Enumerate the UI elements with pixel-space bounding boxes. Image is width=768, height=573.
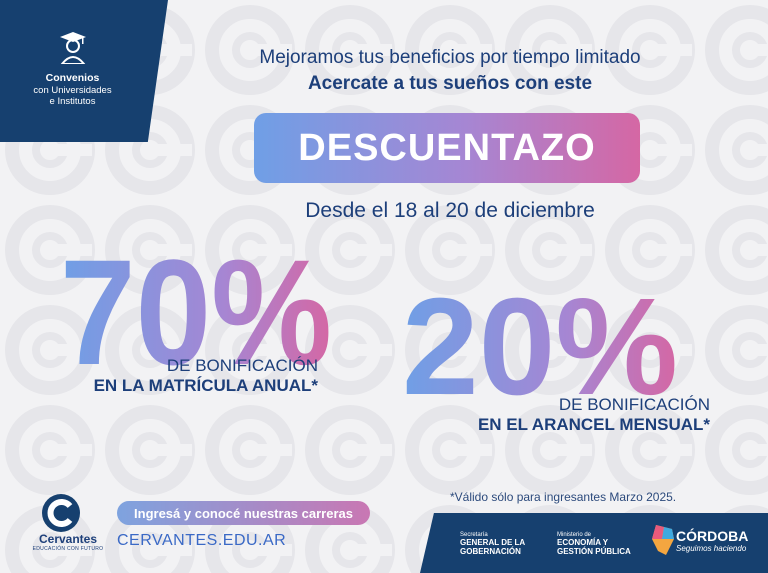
offer1-percentage: 70%	[60, 242, 332, 372]
careers-cta[interactable]: Ingresá y conocé nuestras carreras	[117, 501, 370, 525]
offer2-number: 20%	[402, 282, 678, 402]
convenios-badge: Convenios con Universidades e Institutos	[0, 0, 168, 142]
badge-subtitle: con Universidades e Institutos	[0, 85, 145, 107]
badge-line3: e Institutos	[49, 96, 96, 107]
promo-dates: Desde el 18 al 20 de diciembre	[305, 199, 595, 222]
pill-text: DESCUENTAZO	[298, 126, 596, 169]
cordoba-name: CÓRDOBA	[676, 528, 749, 544]
gov-secretaria: Secretaría GENERAL DE LA GOBERNACIÓN	[460, 532, 525, 556]
government-footer	[420, 513, 768, 573]
offer2-line1: DE BONIFICACIÓN	[558, 395, 710, 414]
cordoba-tagline: Seguimos haciendo	[676, 544, 747, 553]
offer1-description: DE BONIFICACIÓN EN LA MATRÍCULA ANUAL*	[60, 356, 318, 396]
graduate-icon	[60, 32, 86, 64]
gov-secretaria-main2: GOBERNACIÓN	[460, 547, 521, 556]
offer1-line1: DE BONIFICACIÓN	[166, 356, 318, 375]
website-link[interactable]: CERVANTES.EDU.AR	[117, 532, 287, 549]
gov-ministerio-small: Ministerio de	[557, 532, 592, 538]
brand-logo-text: Cervantes EDUCACIÓN CON FUTURO	[28, 532, 108, 552]
offer1-number: 70%	[60, 242, 332, 372]
gov-ministerio-main2: GESTIÓN PÚBLICA	[557, 547, 631, 556]
brand-tagline: EDUCACIÓN CON FUTURO	[32, 546, 104, 552]
cordoba-logo: CÓRDOBA Seguimos haciendo	[676, 528, 748, 553]
validity-note: *Válido sólo para ingresantes Marzo 2025…	[450, 490, 677, 504]
cordoba-map-icon	[652, 525, 674, 555]
gov-ministerio: Ministerio de ECONOMÍA Y GESTIÓN PÚBLICA	[557, 532, 631, 556]
headline-line2: Acercate a tus sueños con este	[307, 73, 593, 94]
brand-name: Cervantes	[38, 532, 98, 546]
offer2-description: DE BONIFICACIÓN EN EL ARANCEL MENSUAL*	[440, 395, 710, 435]
offer2-percentage: 20%	[402, 282, 678, 402]
gov-secretaria-small: Secretaría	[460, 532, 488, 538]
headline-line1: Mejoramos tus beneficios por tiempo limi…	[259, 47, 641, 68]
badge-line2: con Universidades	[33, 85, 112, 96]
cervantes-logo-icon	[42, 494, 80, 532]
gov-ministerio-main1: ECONOMÍA Y	[557, 538, 609, 547]
descuentazo-pill: DESCUENTAZO	[254, 113, 640, 183]
offer1-line2: EN LA MATRÍCULA ANUAL*	[93, 376, 318, 395]
gov-secretaria-main1: GENERAL DE LA	[460, 538, 526, 547]
badge-title: Convenios	[45, 72, 100, 84]
offer2-line2: EN EL ARANCEL MENSUAL*	[477, 415, 710, 434]
